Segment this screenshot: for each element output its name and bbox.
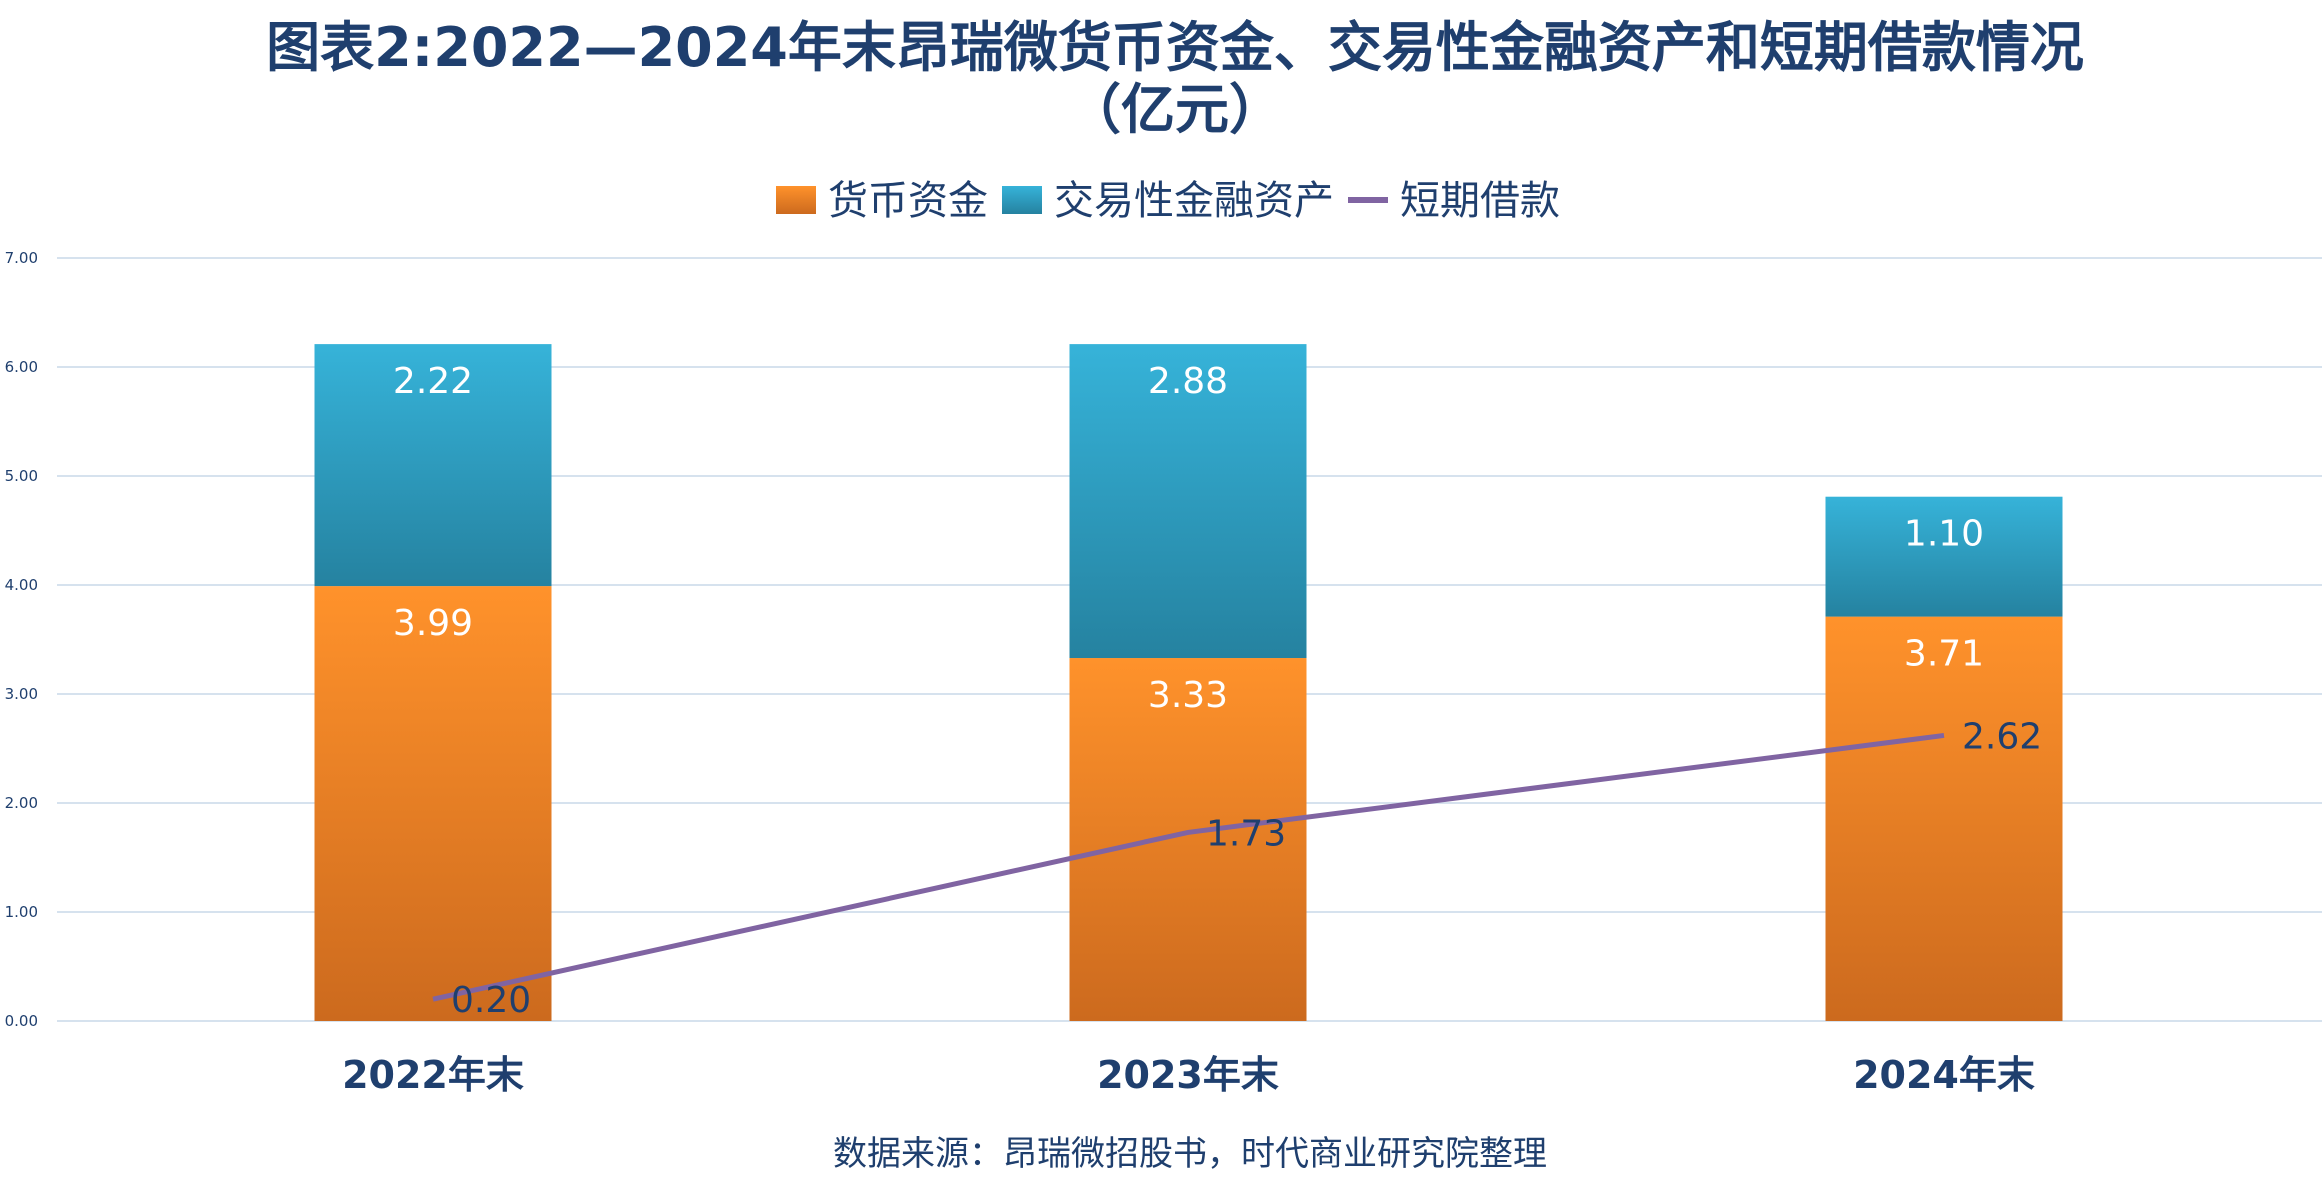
legend: 货币资金 交易性金融资产 短期借款 — [776, 178, 1560, 224]
x-tick-label: 2023年末 — [1097, 1053, 1279, 1097]
legend-swatch — [1002, 186, 1042, 214]
legend-label: 交易性金融资产 — [1054, 178, 1334, 224]
y-tick-label: 6.00 — [5, 358, 38, 376]
line-data-label: 0.20 — [451, 980, 531, 1021]
line-data-label: 1.73 — [1206, 813, 1286, 854]
bar-cash — [314, 586, 552, 1021]
bar-trading-assets — [1825, 496, 2063, 617]
x-tick-label: 2022年末 — [342, 1053, 524, 1097]
y-tick-label: 4.00 — [5, 576, 38, 594]
bars: 3.99 2.22 3.33 2.88 3.71 1.10 — [314, 344, 2063, 1021]
line-series: 0.20 1.73 2.62 — [432, 716, 2042, 1021]
data-label: 2.88 — [1148, 361, 1228, 402]
legend-swatch — [776, 186, 816, 214]
data-label: 3.33 — [1148, 675, 1228, 716]
bar-trading-assets — [314, 344, 552, 587]
chart-subtitle: （亿元） — [1067, 78, 1283, 141]
x-axis: 2022年末 2023年末 2024年末 — [342, 1053, 2035, 1097]
y-tick-label: 1.00 — [5, 903, 38, 921]
bar-trading-assets — [1069, 344, 1307, 659]
legend-label: 短期借款 — [1400, 178, 1560, 224]
bar-cash — [1069, 658, 1307, 1021]
y-tick-label: 3.00 — [5, 685, 38, 703]
bar-cash — [1825, 616, 2063, 1021]
line-data-label: 2.62 — [1962, 716, 2042, 757]
data-label: 3.99 — [393, 603, 473, 644]
y-tick-label: 7.00 — [5, 249, 38, 267]
x-tick-label: 2024年末 — [1853, 1053, 2035, 1097]
y-tick-label: 2.00 — [5, 794, 38, 812]
data-label: 2.22 — [393, 361, 473, 402]
y-tick-label: 5.00 — [5, 467, 38, 485]
chart-title: 图表2:2022—2024年末昂瑞微货币资金、交易性金融资产和短期借款情况 — [266, 16, 2084, 79]
line-short-term-loans — [432, 732, 1945, 1002]
source-note: 数据来源：昂瑞微招股书，时代商业研究院整理 — [833, 1134, 1547, 1174]
data-label: 1.10 — [1904, 514, 1984, 555]
legend-label: 货币资金 — [828, 178, 988, 224]
legend-swatch — [1348, 197, 1388, 203]
data-label: 3.71 — [1904, 634, 1984, 675]
y-tick-label: 0.00 — [5, 1012, 38, 1030]
